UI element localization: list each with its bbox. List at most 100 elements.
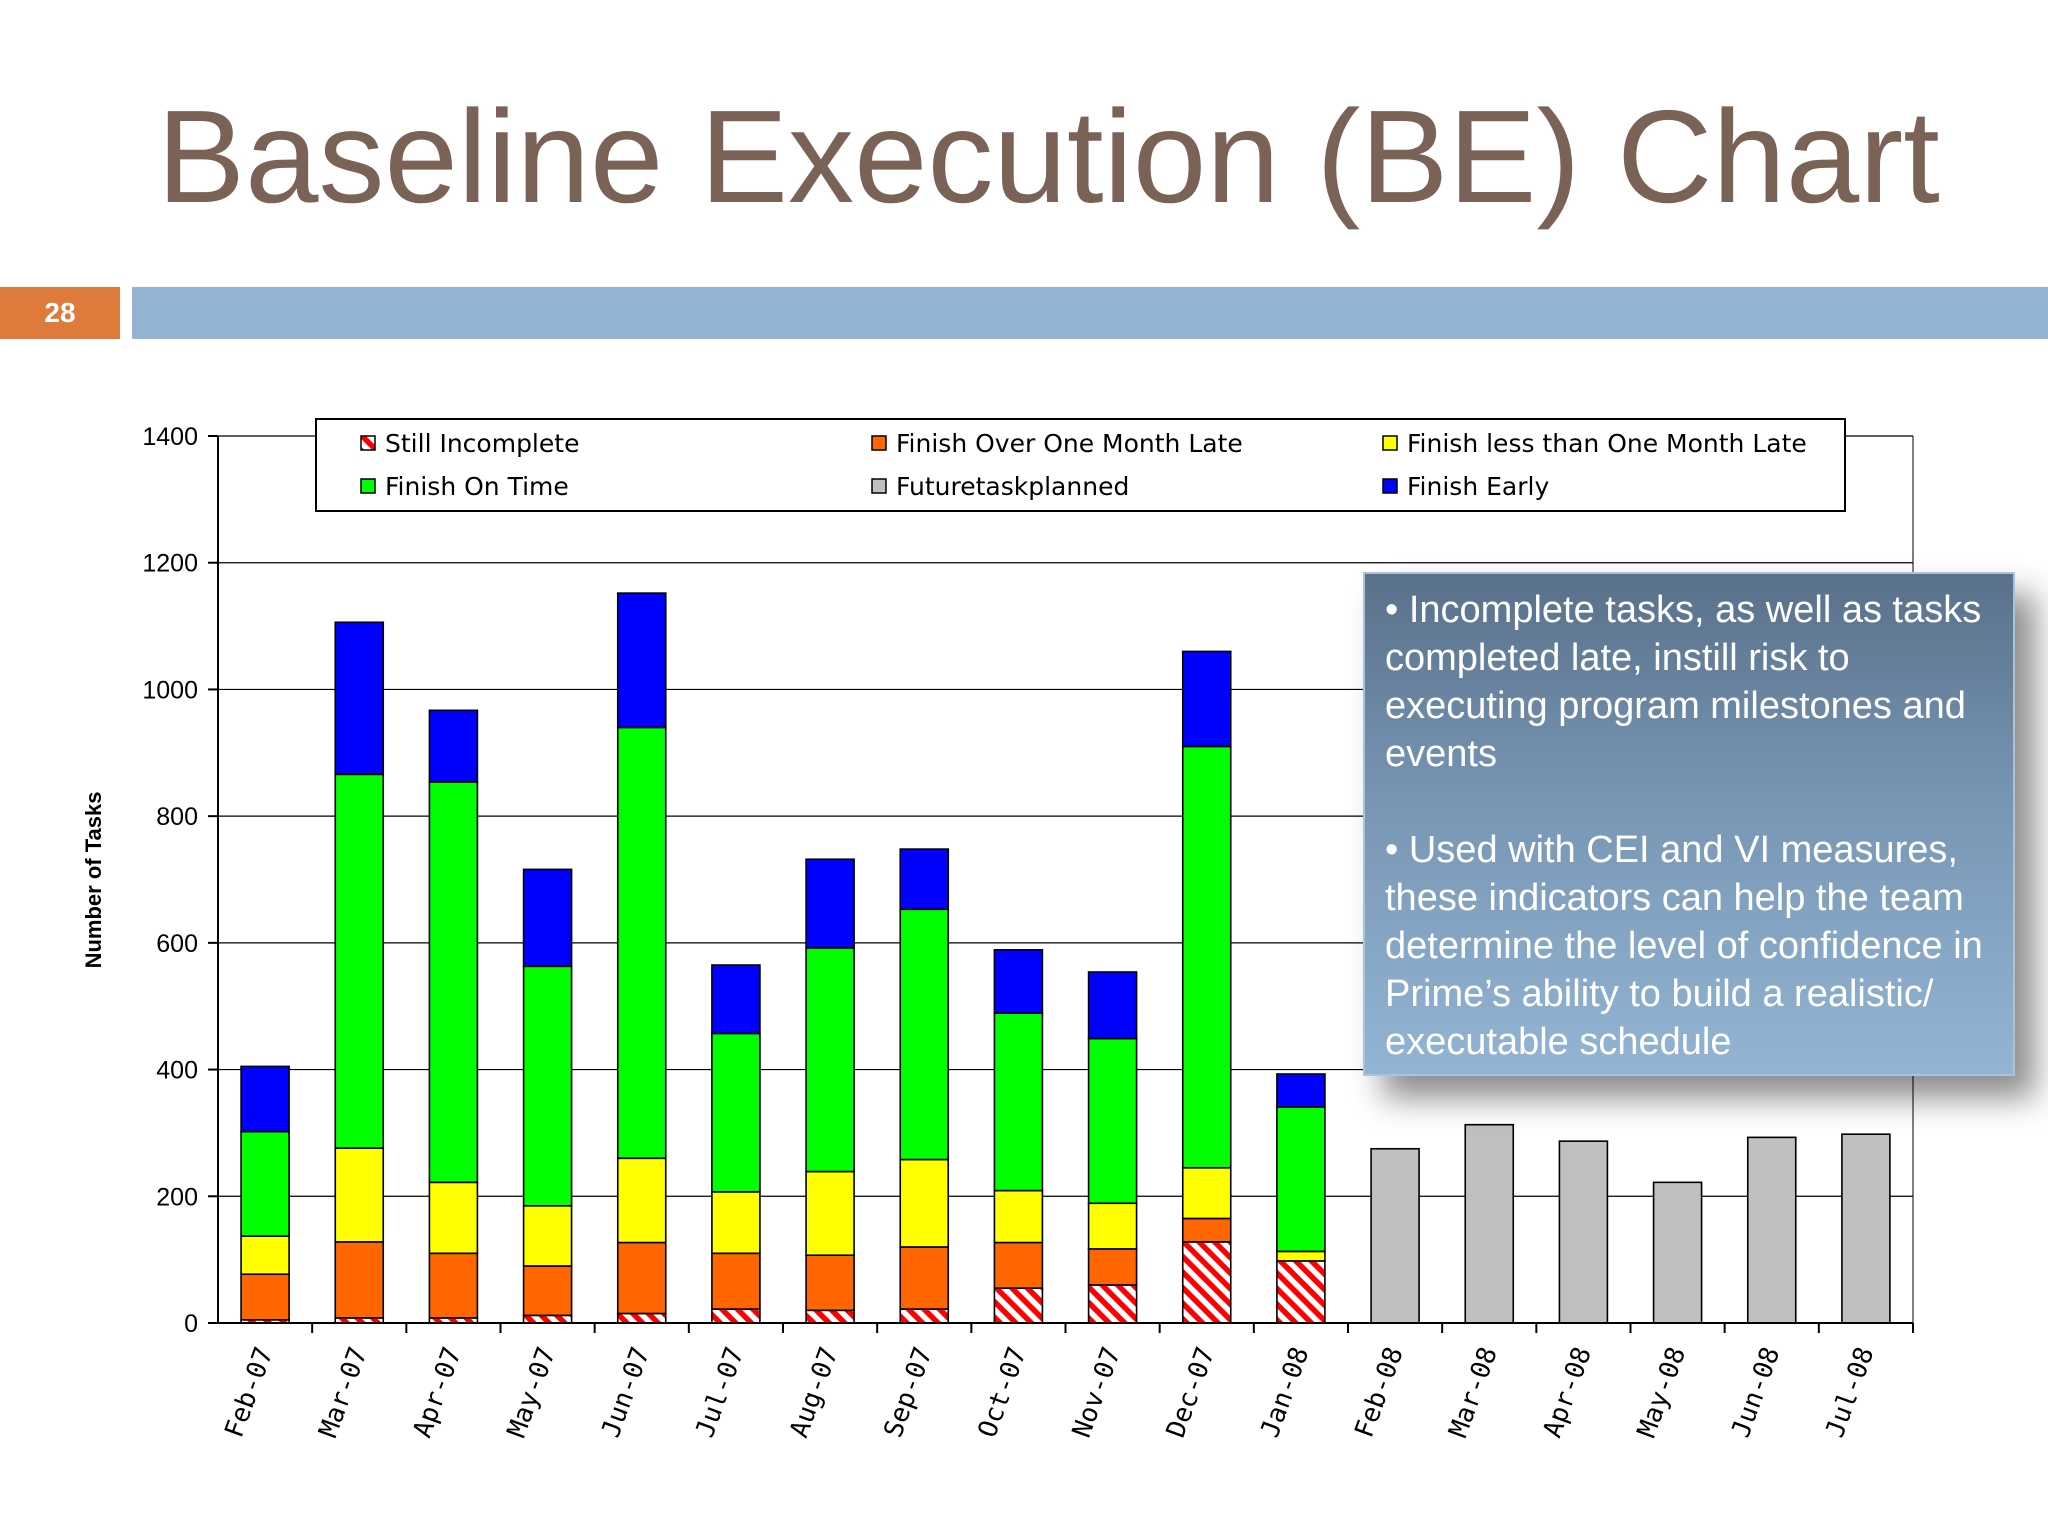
x-tick-label: Jan-08 bbox=[1255, 1343, 1315, 1442]
bar-segment bbox=[1181, 1217, 1232, 1243]
legend-label: Finish On Time bbox=[385, 472, 569, 501]
bar-segment bbox=[899, 1246, 950, 1310]
x-tick-label: Aug-07 bbox=[784, 1343, 844, 1442]
x-tick-label: Oct-07 bbox=[973, 1343, 1033, 1442]
bar-segment bbox=[616, 1157, 667, 1244]
y-axis-title: Number of Tasks bbox=[81, 792, 106, 969]
bar-segment bbox=[522, 1314, 573, 1324]
bar-segment bbox=[1276, 1073, 1326, 1108]
x-tick-label: Jun-08 bbox=[1726, 1343, 1786, 1442]
bar-segment bbox=[1181, 1166, 1232, 1220]
x-tick-label: May-07 bbox=[502, 1343, 562, 1442]
bar-segment bbox=[1276, 1260, 1326, 1324]
bar-segment bbox=[522, 1265, 573, 1317]
bar-segment bbox=[334, 1241, 385, 1319]
bar-segment bbox=[805, 947, 855, 1173]
bar-segment bbox=[1181, 1241, 1232, 1324]
x-tick-label: Apr-08 bbox=[1538, 1343, 1598, 1442]
y-tick-label: 1400 bbox=[142, 423, 198, 451]
y-tick-label: 200 bbox=[156, 1183, 198, 1211]
legend-label: Finish Early bbox=[1407, 472, 1549, 501]
x-tick-label: Sep-07 bbox=[879, 1343, 939, 1442]
bar-segment bbox=[1276, 1106, 1326, 1253]
x-tick-label: May-08 bbox=[1632, 1343, 1692, 1442]
legend-label: Finish less than One Month Late bbox=[1407, 429, 1807, 458]
bar-segment bbox=[993, 1287, 1044, 1324]
y-tick-label: 400 bbox=[156, 1057, 198, 1085]
bar-segment bbox=[522, 1204, 573, 1267]
slide-number: 28 bbox=[0, 287, 120, 339]
x-tick-label: Jul-07 bbox=[690, 1343, 750, 1442]
bar-segment bbox=[899, 1158, 950, 1248]
bar-segment bbox=[522, 965, 573, 1207]
bar-segment bbox=[334, 621, 385, 776]
bar-segment bbox=[1087, 1037, 1138, 1205]
y-tick-label: 1000 bbox=[142, 676, 198, 704]
bar-segment bbox=[993, 1241, 1044, 1289]
bar-segment bbox=[1370, 1147, 1420, 1324]
slide-title: Baseline Execution (BE) Chart bbox=[157, 83, 1940, 230]
bar-segment bbox=[616, 726, 667, 1160]
bar-segment bbox=[240, 1273, 290, 1321]
bar-segment bbox=[1841, 1133, 1891, 1324]
bar-segment bbox=[711, 1191, 761, 1255]
bar-segment bbox=[1746, 1136, 1797, 1324]
bar-segment bbox=[805, 1170, 855, 1257]
bar-segment bbox=[522, 868, 573, 968]
bar-segment bbox=[1276, 1250, 1326, 1262]
y-tick-label: 600 bbox=[156, 930, 198, 958]
x-tick-label: Nov-07 bbox=[1067, 1343, 1127, 1442]
bar-segment bbox=[993, 1189, 1044, 1244]
bar-segment bbox=[711, 1308, 761, 1324]
x-tick-label: Feb-07 bbox=[219, 1343, 279, 1442]
y-tick-label: 1200 bbox=[142, 550, 198, 578]
bar-segment bbox=[240, 1130, 290, 1238]
bar-segment bbox=[899, 848, 950, 911]
bar-segment bbox=[428, 781, 479, 1184]
callout-point-2: • Used with CEI and VI measures, these i… bbox=[1385, 829, 1983, 1063]
legend-swatch bbox=[1382, 478, 1398, 494]
bar-segment bbox=[805, 858, 855, 949]
bar-segment bbox=[616, 592, 667, 729]
bar-segment bbox=[1181, 745, 1232, 1169]
bar-segment bbox=[1464, 1123, 1515, 1324]
bar-segment bbox=[428, 709, 479, 783]
legend-label: Finish Over One Month Late bbox=[896, 429, 1243, 458]
bar-segment bbox=[240, 1065, 290, 1133]
legend-swatch bbox=[871, 478, 887, 494]
callout-box: • Incomplete tasks, as well as tasks com… bbox=[1363, 572, 2015, 1076]
x-tick-label: Jul-08 bbox=[1820, 1343, 1880, 1442]
bar-segment bbox=[805, 1309, 855, 1324]
bar-segment bbox=[1652, 1181, 1703, 1324]
legend-swatch bbox=[871, 435, 887, 451]
bar-segment bbox=[805, 1254, 855, 1312]
callout-point-1: • Incomplete tasks, as well as tasks com… bbox=[1385, 589, 1982, 775]
legend-label: Still Incomplete bbox=[385, 429, 579, 458]
bar-segment bbox=[711, 964, 761, 1035]
bar-segment bbox=[711, 1252, 761, 1310]
title-divider-bar bbox=[132, 287, 2048, 339]
x-tick-label: Feb-08 bbox=[1349, 1343, 1409, 1442]
y-tick-label: 800 bbox=[156, 803, 198, 831]
x-tick-label: Apr-07 bbox=[408, 1343, 468, 1442]
bar-segment bbox=[899, 908, 950, 1161]
legend-swatch bbox=[360, 478, 376, 494]
bar-segment bbox=[1087, 1284, 1138, 1324]
legend-swatch bbox=[1382, 435, 1398, 451]
bar-segment bbox=[334, 1147, 385, 1243]
x-tick-label: Mar-08 bbox=[1444, 1343, 1504, 1442]
y-tick-label: 0 bbox=[184, 1310, 198, 1338]
x-tick-label: Mar-07 bbox=[314, 1343, 374, 1442]
bar-segment bbox=[711, 1032, 761, 1193]
x-tick-label: Jun-07 bbox=[596, 1343, 656, 1442]
bar-segment bbox=[616, 1241, 667, 1315]
bar-segment bbox=[1558, 1140, 1609, 1324]
bar-segment bbox=[428, 1252, 479, 1319]
bar-segment bbox=[616, 1312, 667, 1324]
legend-swatch bbox=[360, 435, 376, 451]
bar-segment bbox=[428, 1181, 479, 1255]
bar-segment bbox=[1181, 650, 1232, 748]
legend-label: Futuretaskplanned bbox=[896, 472, 1129, 501]
bar-segment bbox=[993, 949, 1044, 1014]
